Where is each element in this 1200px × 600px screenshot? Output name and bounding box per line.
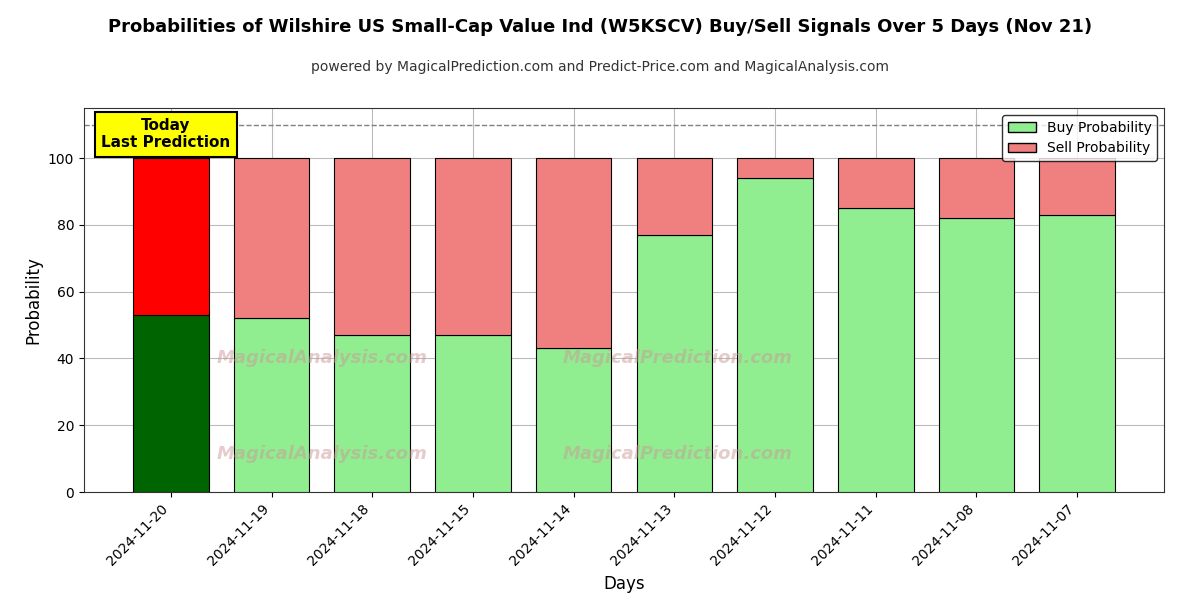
X-axis label: Days: Days xyxy=(604,575,644,593)
Bar xyxy=(938,218,1014,492)
Bar xyxy=(636,235,712,492)
Bar xyxy=(737,158,812,178)
Text: Probabilities of Wilshire US Small-Cap Value Ind (W5KSCV) Buy/Sell Signals Over : Probabilities of Wilshire US Small-Cap V… xyxy=(108,18,1092,36)
Bar xyxy=(1039,215,1115,492)
Bar xyxy=(436,158,511,335)
Text: MagicalAnalysis.com: MagicalAnalysis.com xyxy=(216,445,427,463)
Bar xyxy=(636,158,712,235)
Bar xyxy=(234,158,310,319)
Text: MagicalAnalysis.com: MagicalAnalysis.com xyxy=(216,349,427,367)
Bar xyxy=(335,158,410,335)
Bar xyxy=(234,319,310,492)
Legend: Buy Probability, Sell Probability: Buy Probability, Sell Probability xyxy=(1002,115,1157,161)
Text: MagicalPrediction.com: MagicalPrediction.com xyxy=(563,445,793,463)
Bar xyxy=(938,158,1014,218)
Text: Today
Last Prediction: Today Last Prediction xyxy=(101,118,230,151)
Text: powered by MagicalPrediction.com and Predict-Price.com and MagicalAnalysis.com: powered by MagicalPrediction.com and Pre… xyxy=(311,60,889,74)
Bar xyxy=(536,349,612,492)
Bar xyxy=(838,208,913,492)
Bar xyxy=(335,335,410,492)
Bar xyxy=(536,158,612,349)
Bar xyxy=(436,335,511,492)
Bar xyxy=(133,315,209,492)
Bar xyxy=(1039,158,1115,215)
Text: MagicalPrediction.com: MagicalPrediction.com xyxy=(563,349,793,367)
Bar xyxy=(838,158,913,208)
Bar xyxy=(737,178,812,492)
Y-axis label: Probability: Probability xyxy=(24,256,42,344)
Bar xyxy=(133,158,209,315)
